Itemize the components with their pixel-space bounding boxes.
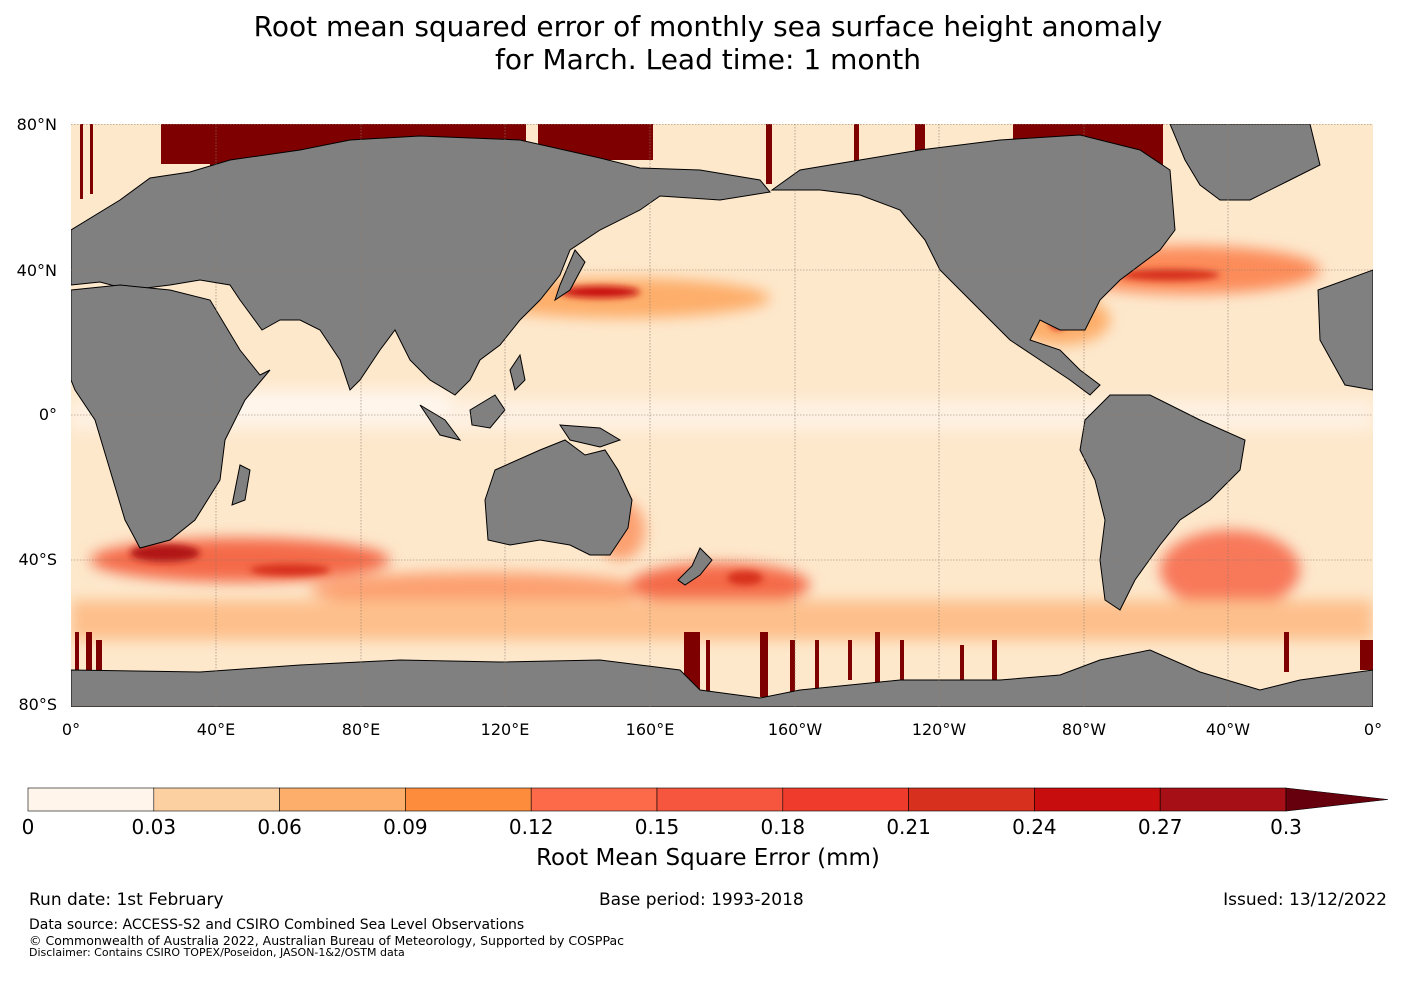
lon-label-40e: 40°E [196, 720, 236, 739]
lat-label-80n: 80°N [16, 115, 57, 134]
colorbar-extend-arrow [1285, 787, 1389, 812]
colorbar-tick-label: 0.18 [760, 815, 806, 839]
lon-label-80e: 80°E [341, 720, 381, 739]
colorbar-segment [279, 787, 406, 812]
copyright-notice: © Commonwealth of Australia 2022, Austra… [29, 933, 624, 948]
colorbar-segment [782, 787, 909, 812]
colorbar-tick-label: 0.06 [257, 815, 302, 839]
colorbar-tick-label: 0.24 [1012, 815, 1057, 839]
colorbar-segment [530, 787, 658, 812]
lon-label-120w: 120°W [911, 720, 967, 739]
lat-label-40n: 40°N [16, 261, 57, 280]
lat-label-0: 0° [38, 405, 57, 424]
colorbar-segment [27, 787, 155, 812]
chart-title-line2: for March. Lead time: 1 month [495, 43, 921, 76]
colorbar-segment [1159, 787, 1287, 812]
colorbar-tick-label: 0.03 [131, 815, 177, 839]
data-source: Data source: ACCESS-S2 and CSIRO Combine… [29, 917, 525, 933]
base-period: Base period: 1993-2018 [599, 890, 804, 910]
land-masses [71, 124, 1373, 707]
disclaimer: Disclaimer: Contains CSIRO TOPEX/Poseido… [29, 946, 405, 959]
run-date: Run date: 1st February [29, 890, 224, 910]
lon-label-0-right: 0° [1363, 720, 1383, 739]
colorbar-segment [656, 787, 784, 812]
colorbar-tick-label: 0.3 [1270, 815, 1302, 839]
colorbar-segment [1034, 787, 1161, 812]
colorbar [27, 787, 1389, 812]
lon-label-160e: 160°E [625, 720, 675, 739]
lat-label-80s: 80°S [18, 695, 57, 714]
colorbar-tick-label: 0.15 [634, 815, 680, 839]
issued-date: Issued: 13/12/2022 [1223, 890, 1387, 910]
lon-label-160w: 160°W [767, 720, 823, 739]
colorbar-segment [153, 787, 280, 812]
lon-label-0-left: 0° [61, 720, 81, 739]
colorbar-segment [405, 787, 532, 812]
colorbar-segment [908, 787, 1035, 812]
colorbar-tick-label: 0.21 [886, 815, 931, 839]
lon-label-120e: 120°E [480, 720, 530, 739]
gridlines [71, 124, 1373, 707]
colorbar-tick-label: 0 [21, 815, 35, 839]
chart-title-line1: Root mean squared error of monthly sea s… [253, 10, 1163, 43]
lon-label-80w: 80°W [1061, 720, 1107, 739]
colorbar-label: Root Mean Square Error (mm) [536, 845, 880, 871]
colorbar-tick-label: 0.12 [508, 815, 554, 839]
lat-label-40s: 40°S [18, 550, 57, 569]
colorbar-tick-label: 0.27 [1137, 815, 1183, 839]
lon-label-40w: 40°W [1205, 720, 1251, 739]
colorbar-tick-label: 0.09 [383, 815, 428, 839]
antarctic-ice-bands [75, 632, 1373, 702]
